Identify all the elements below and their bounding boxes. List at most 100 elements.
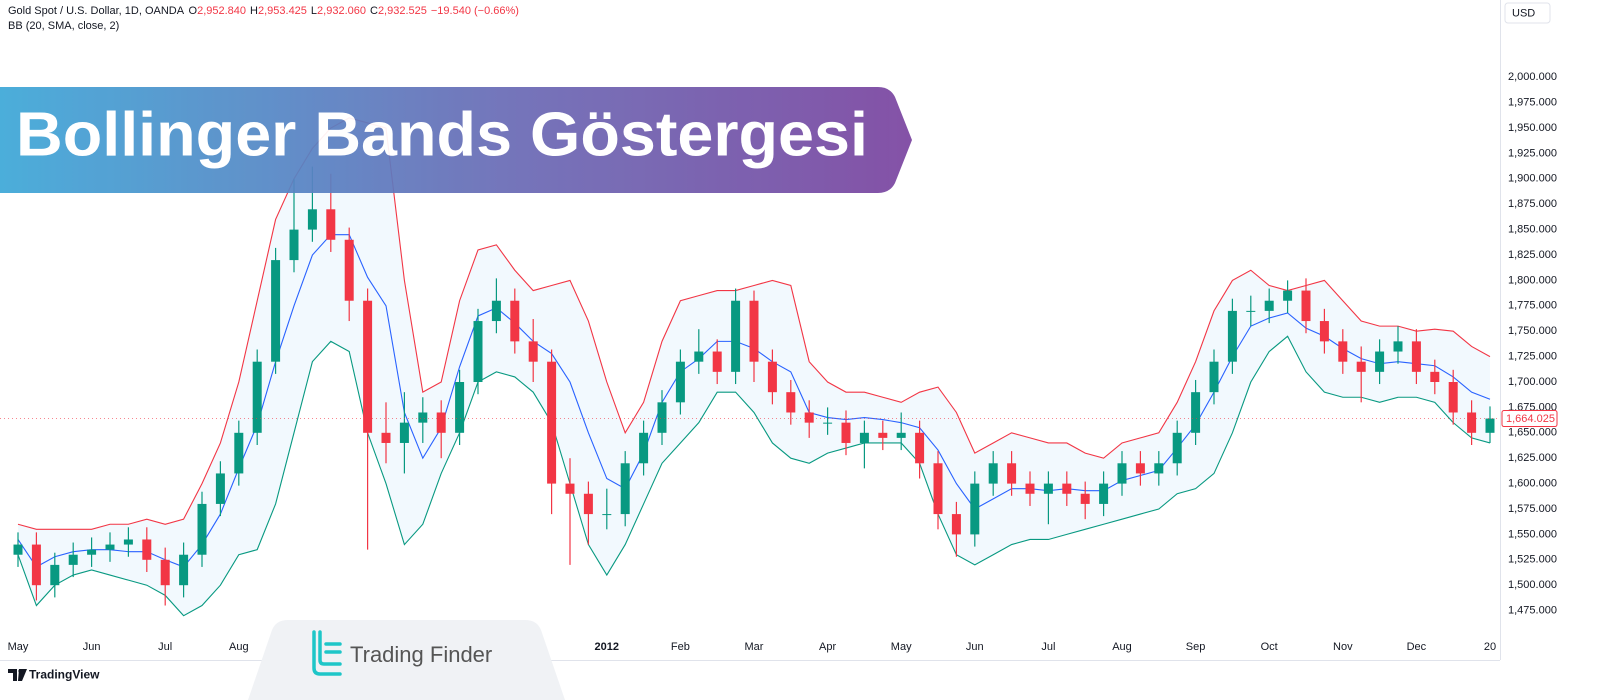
candle-body — [197, 503, 207, 555]
candle-body — [823, 422, 833, 424]
banner-title: Bollinger Bands Göstergesi — [16, 100, 868, 169]
candle-body — [731, 300, 741, 372]
candle-body — [510, 300, 520, 342]
candle-body — [1467, 412, 1477, 433]
x-tick-label: May — [891, 641, 912, 653]
candle-body — [31, 544, 41, 586]
candle-body — [50, 564, 60, 586]
x-tick-label: Jun — [966, 641, 984, 653]
candle-body — [1448, 382, 1458, 413]
price-axis: 1,475.000 1,500.000 1,525.000 1,550.000 1,57… — [1501, 71, 1558, 617]
candle-body — [1209, 361, 1219, 393]
candle-body — [1007, 463, 1017, 484]
candle-body — [1338, 341, 1348, 362]
y-tick-label: 1,500.000 — [1508, 579, 1557, 591]
footer-logo: TradingView — [8, 668, 100, 682]
candle-body — [933, 463, 943, 515]
y-tick-label: 1,775.000 — [1508, 300, 1557, 312]
plot-area — [0, 117, 1500, 617]
x-tick-label: Oct — [1261, 641, 1278, 653]
candle-body — [1375, 351, 1385, 372]
candle-body — [841, 422, 851, 443]
candle-body — [399, 422, 409, 443]
candle-body — [602, 514, 612, 516]
candle-body — [970, 483, 980, 535]
footer-icon — [8, 669, 27, 681]
candle-body — [1411, 341, 1421, 372]
candle-body — [712, 351, 722, 372]
currency: USD — [1512, 7, 1535, 19]
x-tick-label: 20 — [1484, 641, 1496, 653]
candle-body — [915, 432, 925, 464]
y-tick-label: 1,575.000 — [1508, 503, 1557, 515]
ohlc-value: 2,932.525 — [377, 5, 427, 17]
y-tick-label: 1,600.000 — [1508, 478, 1557, 490]
candle-body — [1099, 483, 1109, 504]
y-tick-label: 1,750.000 — [1508, 325, 1557, 337]
candle-body — [326, 209, 336, 240]
ohlc-key: O — [188, 5, 198, 17]
candle-body — [234, 432, 244, 474]
x-tick-label: Nov — [1333, 641, 1353, 653]
candle-body — [1301, 290, 1311, 322]
candle-body — [436, 412, 446, 433]
band-lower — [17, 335, 1491, 617]
candle-body — [1356, 361, 1366, 372]
time-axis: May Jun Jul Aug Sep Oct Nov Dec 2012 Feb Mar Apr May… — [8, 641, 1497, 653]
symbol-row: Gold Spot / U.S. Dollar, 1D, OANDA O2,95… — [8, 4, 523, 19]
candle-body — [160, 559, 170, 586]
ohlc-value: 2,932.060 — [317, 5, 366, 17]
candle-body — [675, 361, 685, 403]
banner-shape — [0, 87, 912, 193]
x-tick-label: Sep — [1186, 641, 1206, 653]
candle-body — [804, 412, 814, 423]
currency-box — [1504, 2, 1551, 24]
footer-brand: TradingView — [29, 668, 100, 682]
ohlc-value: 2,953.425 — [257, 5, 307, 17]
change: −19.540 (−0.66%) — [430, 5, 519, 17]
candle-body — [1485, 418, 1495, 433]
candle-body — [307, 209, 317, 230]
candle-body — [1246, 310, 1256, 312]
x-tick-label: Jun — [83, 641, 101, 653]
x-tick-label: Jul — [158, 641, 172, 653]
candle-body — [179, 554, 189, 586]
last-price-label: 1,664.025 — [1506, 413, 1555, 425]
x-tick-label: Apr — [819, 641, 836, 653]
x-tick-label: 2012 — [595, 641, 619, 653]
legend-header: Gold Spot / U.S. Dollar, 1D, OANDA O2,95… — [8, 4, 523, 34]
y-tick-label: 1,900.000 — [1508, 173, 1557, 185]
candle-body — [381, 432, 391, 443]
candle-body — [565, 483, 575, 494]
y-tick-label: 1,975.000 — [1508, 97, 1557, 109]
candle-body — [767, 361, 777, 393]
candle-body — [473, 321, 483, 383]
candle-body — [1172, 432, 1182, 464]
candle-body — [1393, 341, 1403, 352]
candle-body — [1043, 483, 1053, 494]
x-tick-label: Feb — [671, 641, 690, 653]
candle-body — [1264, 300, 1274, 311]
candle-body — [123, 539, 133, 545]
candle-body — [142, 539, 152, 560]
candle-body — [620, 463, 630, 515]
y-tick-label: 1,475.000 — [1508, 605, 1557, 617]
y-tick-label: 1,950.000 — [1508, 122, 1557, 134]
y-tick-label: 1,825.000 — [1508, 249, 1557, 261]
candle-body — [528, 341, 538, 362]
candle-body — [657, 402, 667, 433]
candle-body — [491, 300, 501, 322]
candle-body — [951, 514, 961, 535]
candle-body — [215, 473, 225, 504]
ohlc-value: 2,952.840 — [197, 5, 247, 17]
watermark-text: Trading Finder — [350, 642, 492, 667]
last-price-box — [1501, 410, 1558, 428]
y-tick-label: 1,850.000 — [1508, 224, 1557, 236]
candle-body — [1154, 463, 1164, 474]
ohlc-key: H — [250, 5, 258, 17]
candle-body — [1283, 290, 1293, 301]
banner: Bollinger Bands Göstergesi — [0, 87, 912, 193]
x-tick-label: Aug — [229, 641, 249, 653]
ohlc-key: C — [369, 5, 378, 17]
y-tick-label: 1,725.000 — [1508, 351, 1557, 363]
